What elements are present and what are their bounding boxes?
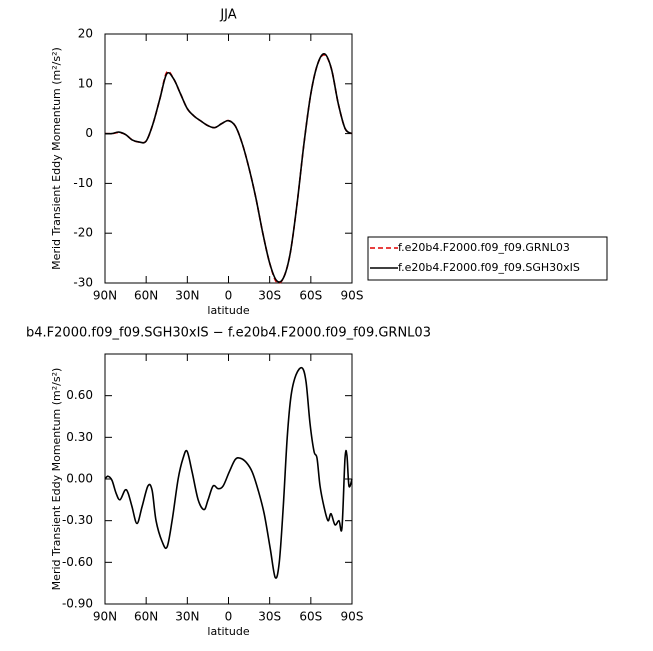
x-axis-label: latitude bbox=[207, 625, 249, 638]
y-tick-label: -10 bbox=[73, 176, 93, 190]
x-tick-label: 30N bbox=[175, 289, 199, 303]
y-tick-label: -0.30 bbox=[62, 513, 93, 527]
x-tick-label: 30N bbox=[175, 610, 199, 624]
x-tick-label: 0 bbox=[225, 289, 233, 303]
data-line bbox=[104, 54, 353, 284]
chart-title: JJA bbox=[219, 8, 236, 23]
y-tick-label: 0.30 bbox=[66, 430, 93, 444]
y-tick-label: 0 bbox=[85, 126, 93, 140]
x-tick-label: 60S bbox=[299, 289, 322, 303]
x-tick-label: 60N bbox=[134, 289, 158, 303]
data-line bbox=[104, 366, 353, 579]
x-tick-label: 90N bbox=[93, 610, 117, 624]
y-tick-label: 0.00 bbox=[66, 472, 93, 486]
x-tick-label: 90S bbox=[341, 610, 364, 624]
x-tick-label: 60N bbox=[134, 610, 158, 624]
y-tick-label: -30 bbox=[73, 276, 93, 290]
legend-label: f.e20b4.F2000.f09_f09.SGH30xIS bbox=[398, 261, 580, 274]
legend-label: f.e20b4.F2000.f09_f09.GRNL03 bbox=[398, 241, 570, 254]
y-tick-label: -20 bbox=[73, 226, 93, 240]
y-tick-label: -0.90 bbox=[62, 597, 93, 611]
legend-frame bbox=[367, 236, 608, 281]
y-tick-label: 20 bbox=[78, 27, 93, 41]
y-axis-label: Merid Transient Eddy Momentum (m²/s²) bbox=[50, 368, 63, 591]
y-tick-label: 0.60 bbox=[66, 388, 93, 402]
x-tick-label: 90S bbox=[341, 289, 364, 303]
y-tick-label: 10 bbox=[78, 76, 93, 90]
x-tick-label: 60S bbox=[299, 610, 322, 624]
plot-frame bbox=[104, 353, 353, 605]
x-tick-label: 0 bbox=[225, 610, 233, 624]
x-tick-label: 30S bbox=[258, 289, 281, 303]
x-axis-label: latitude bbox=[207, 304, 249, 317]
x-tick-label: 90N bbox=[93, 289, 117, 303]
x-tick-label: 30S bbox=[258, 610, 281, 624]
y-axis-label: Merid Transient Eddy Momentum (m²/s²) bbox=[50, 47, 63, 270]
data-line bbox=[104, 53, 353, 283]
y-tick-label: -0.60 bbox=[62, 555, 93, 569]
chart-title: b4.F2000.f09_f09.SGH30xIS − f.e20b4.F200… bbox=[26, 326, 431, 341]
